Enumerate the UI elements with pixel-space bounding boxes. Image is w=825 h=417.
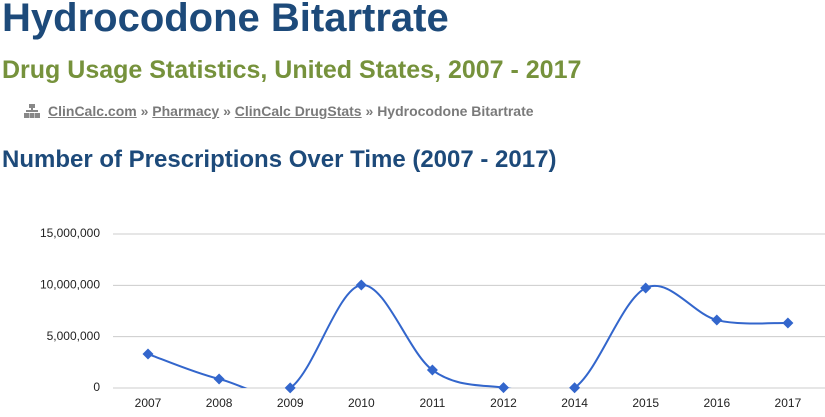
y-tick-label: 10,000,000 (40, 278, 100, 292)
y-tick-label: 0 (93, 380, 100, 394)
breadcrumb-separator: » (140, 103, 149, 119)
x-tick-label: 2009 (277, 396, 304, 410)
chart: 0 5,000,000 10,000,000 15,000,000 2007 2008 20… (40, 226, 825, 410)
data-point (569, 382, 581, 394)
sitemap-icon (24, 104, 40, 118)
data-point (142, 348, 154, 360)
x-tick-label: 2012 (490, 396, 517, 410)
x-tick-label: 2008 (206, 396, 233, 410)
breadcrumb-link[interactable]: ClinCalc DrugStats (234, 103, 362, 119)
page-title: Hydrocodone Bitartrate (2, 0, 449, 40)
breadcrumb-separator: » (223, 103, 231, 119)
data-line (147, 284, 788, 388)
breadcrumb-separator: » (365, 103, 374, 119)
x-tick-label: 2010 (348, 396, 375, 410)
data-point (640, 282, 652, 294)
breadcrumb-link[interactable]: Pharmacy (152, 103, 220, 119)
section-heading: Number of Prescriptions Over Time (2007 … (2, 146, 557, 173)
x-tick-label: 2011 (419, 396, 445, 410)
data-point (355, 279, 367, 291)
x-tick-label: 2015 (632, 396, 659, 410)
data-point (426, 364, 438, 376)
data-point (284, 382, 296, 394)
breadcrumb: ClinCalc.com » Pharmacy » ClinCalc DrugS… (24, 103, 534, 119)
y-tick-label: 15,000,000 (40, 226, 100, 240)
x-tick-label: 2007 (135, 396, 162, 410)
data-point (498, 382, 509, 394)
page-subtitle: Drug Usage Statistics, United States, 20… (2, 56, 582, 84)
y-tick-label: 5,000,000 (47, 329, 101, 343)
x-tick-label: 2014 (561, 396, 588, 410)
x-tick-label: 2016 (703, 396, 730, 410)
data-point (782, 317, 794, 329)
breadcrumb-link[interactable]: ClinCalc.com (48, 103, 137, 119)
x-tick-label: 2017 (775, 396, 802, 410)
breadcrumb-current: Hydrocodone Bitartrate (377, 103, 534, 119)
data-point (213, 373, 225, 385)
data-point (711, 314, 723, 326)
